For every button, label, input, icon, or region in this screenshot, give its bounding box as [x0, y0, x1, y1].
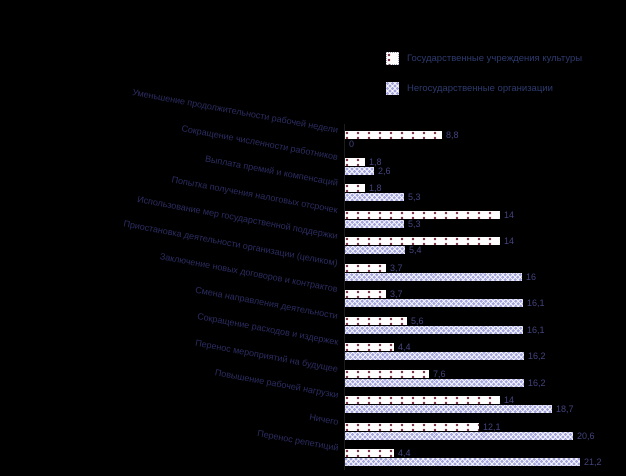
value-label-series2: 21,2: [584, 457, 602, 467]
bar-series1: [345, 237, 500, 245]
value-label-series1: 14: [504, 209, 515, 220]
bar-series2: [345, 405, 552, 413]
legend-item-series1: Государственные учреждения культуры: [386, 50, 582, 66]
value-label-series2: 5,3: [408, 218, 421, 229]
bar-series1: [345, 396, 500, 404]
bar-series2: [345, 193, 404, 201]
value-label-series1: 1,8: [369, 183, 382, 193]
bar-series1: [345, 210, 500, 219]
bar-series1: [345, 131, 442, 139]
bar-series1: [345, 369, 429, 378]
bar-series1: [345, 316, 407, 325]
bar-series1: [345, 263, 386, 272]
bar-series2: [345, 299, 523, 307]
value-label-series1: 5,6: [411, 315, 424, 326]
value-label-series1: 7,6: [433, 368, 446, 379]
value-label-series2: 0: [349, 139, 355, 149]
legend-label-series1: Государственные учреждения культуры: [407, 52, 583, 64]
value-label-series2: 2,6: [378, 165, 391, 176]
bar-series2: [345, 458, 580, 466]
bar-series2: [345, 431, 573, 440]
value-label-series2: 16,2: [528, 351, 546, 361]
value-label-series1: 4,4: [398, 342, 411, 352]
bar-series1: [345, 343, 394, 351]
value-label-series2: 20,6: [577, 430, 595, 441]
value-label-series1: 4,4: [398, 448, 411, 458]
value-label-series1: 14: [504, 395, 515, 405]
value-label-series2: 5,3: [408, 192, 421, 202]
bar-series1: [345, 184, 365, 192]
bar-series2: [345, 352, 524, 360]
series2-swatch-icon: [386, 81, 399, 95]
value-label-series2: 16,1: [527, 298, 545, 308]
value-label-series2: 18,7: [556, 404, 574, 414]
value-label-series2: 5,4: [409, 245, 422, 255]
bar-series1: [345, 422, 479, 431]
series1-swatch-icon: [386, 51, 399, 65]
bar-series1: [345, 290, 386, 298]
bar-series2: [345, 378, 524, 387]
category-label: Ничего: [308, 411, 339, 427]
value-label-series1: 3,7: [390, 262, 403, 273]
legend-label-series2: Негосударственные организации: [407, 82, 553, 94]
value-label-series1: 3,7: [390, 289, 403, 299]
legend-item-series2: Негосударственные организации: [386, 80, 553, 96]
bar-series2: [345, 246, 405, 254]
value-label-series2: 16: [526, 271, 537, 282]
category-label: Перенос репетиций: [256, 428, 339, 453]
bar-series2: [345, 166, 374, 175]
bar-series1: [345, 449, 394, 457]
category-axis-line: [344, 124, 345, 470]
value-label-series1: 8,8: [446, 130, 459, 140]
value-label-series2: 16,2: [528, 377, 546, 388]
value-label-series1: 1,8: [369, 156, 382, 167]
value-label-series1: 12,1: [483, 421, 501, 432]
bar-series1: [345, 157, 365, 166]
value-label-series2: 16,1: [527, 324, 545, 335]
category-label: Уменьшение продолжительности рабочей нед…: [131, 87, 339, 135]
bar-series2: [345, 219, 404, 228]
bar-series2: [345, 272, 522, 281]
value-label-series1: 14: [504, 236, 515, 246]
bar-series2: [345, 325, 523, 334]
